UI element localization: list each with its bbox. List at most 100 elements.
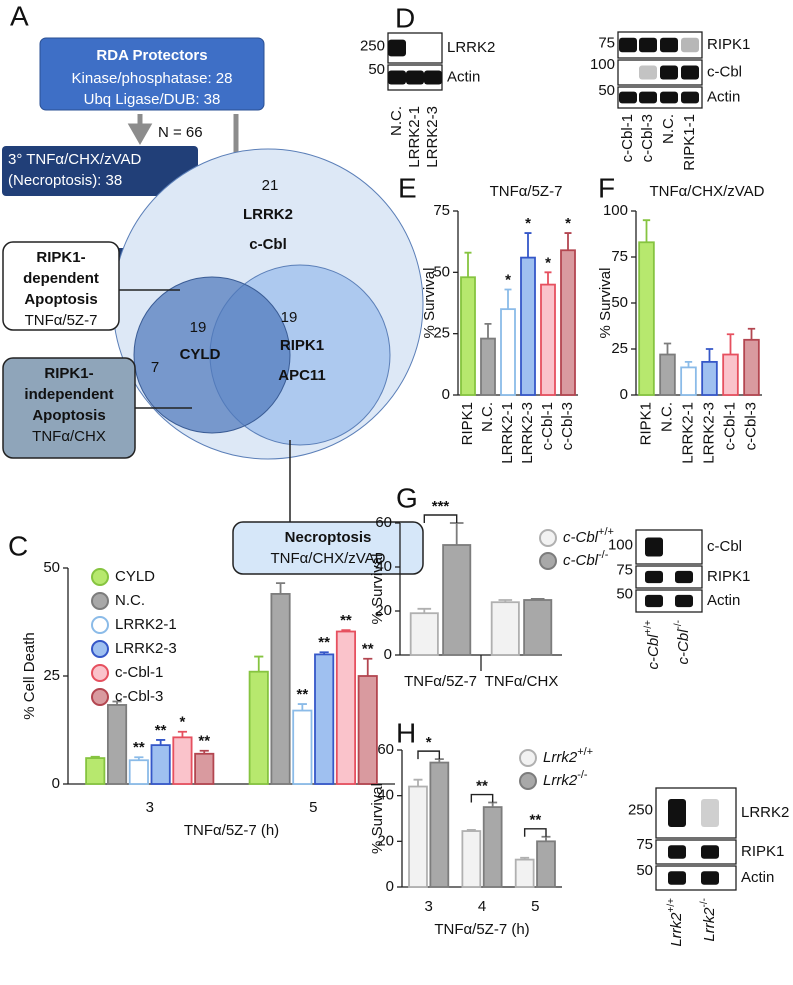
legend-name: LRRK2-3 — [115, 640, 177, 657]
set-box — [2, 241, 120, 331]
legend-label: Lrrk2-/- — [543, 769, 588, 789]
lane-label: LRRK2-1 — [406, 106, 423, 168]
blot-band — [639, 65, 657, 80]
blot-band — [639, 37, 657, 53]
set-name: independent — [24, 386, 113, 403]
bar — [500, 308, 516, 396]
set-treatment: TNFα/5Z-7 — [25, 312, 98, 329]
error-bar — [134, 756, 144, 761]
region-gene: CYLD — [180, 346, 221, 363]
set-name: Necroptosis — [285, 529, 372, 546]
bar — [523, 599, 553, 656]
legend-name: Lrrk2 — [543, 749, 578, 766]
bar — [490, 601, 520, 656]
error-bar — [530, 598, 545, 600]
x-tick-label: 3 — [146, 799, 154, 816]
legend-swatch — [91, 664, 109, 682]
lane-label: N.C. — [660, 114, 677, 144]
y-tick-label: 50 — [43, 559, 60, 576]
y-tick-label: 0 — [52, 775, 60, 792]
set-box — [232, 521, 424, 575]
x-axis-label: TNFα/5Z-7 (h) — [434, 921, 529, 938]
set-name: RIPK1- — [44, 365, 93, 382]
lane-label: N.C. — [388, 106, 405, 136]
bar — [409, 612, 439, 656]
legend-name: Lrrk2 — [543, 772, 578, 789]
protein-label: Actin — [707, 592, 740, 609]
significance-bracket — [423, 514, 458, 523]
legend-swatch — [519, 749, 537, 767]
error-bar — [275, 582, 286, 594]
bar — [480, 337, 496, 396]
x-tick-label: c-Cbl-3 — [742, 402, 759, 450]
error-bar — [466, 829, 476, 832]
arrow-label: N = 66 — [158, 124, 203, 141]
panel-label: D — [395, 2, 415, 33]
bar — [270, 593, 291, 785]
chart-title: TNFα/CHX/zVAD — [649, 183, 764, 200]
error-bar — [520, 856, 530, 860]
lane-label: c-Cbl-3 — [639, 114, 656, 162]
bar — [150, 744, 171, 785]
significance: ** — [476, 777, 488, 794]
blot-band — [681, 65, 699, 80]
blot-band — [619, 91, 637, 104]
blot-band — [675, 594, 693, 608]
error-bar — [488, 801, 498, 808]
lane-gene: c-Cbl — [645, 634, 662, 670]
error-bar — [524, 232, 532, 258]
significance: * — [545, 254, 551, 271]
set-treatment: TNFα/CHX/zVAD — [270, 550, 385, 567]
significance: *** — [432, 498, 450, 515]
set-name: RIPK1- — [36, 249, 85, 266]
legend-swatch — [91, 592, 109, 610]
significance-bracket — [470, 793, 494, 803]
x-tick-label: RIPK1 — [459, 402, 476, 445]
y-tick-label: 75 — [611, 248, 628, 265]
x-tick-label: c-Cbl-3 — [559, 402, 576, 450]
region-count: 7 — [151, 359, 159, 376]
x-tick-label: TNFα/5Z-7 — [404, 673, 477, 690]
significance: * — [180, 714, 186, 731]
legend-swatch — [91, 688, 109, 706]
x-tick-label: RIPK1 — [637, 402, 654, 445]
box-text: (Necroptosis): 38 — [8, 172, 122, 189]
legend-label: LRRK2-1 — [115, 616, 177, 633]
x-tick-label: LRRK2-3 — [700, 402, 717, 464]
lane-label: Lrrk2-/- — [699, 898, 718, 942]
arrow — [127, 114, 153, 146]
significance-bracket — [523, 828, 547, 837]
blot-band — [639, 91, 657, 104]
error-bar — [417, 607, 432, 614]
legend-genotype: -/- — [577, 769, 588, 781]
lane-gene: c-Cbl — [675, 629, 692, 665]
y-tick-label: 25 — [611, 340, 628, 357]
y-axis-label: % Survival — [421, 268, 438, 339]
mw-marker: 50 — [636, 862, 653, 879]
error-bar — [319, 651, 329, 655]
error-bar — [684, 360, 693, 368]
mw-marker: 75 — [598, 35, 615, 52]
bar — [460, 276, 476, 396]
legend-swatch — [539, 552, 557, 570]
legend-label: Lrrk2+/+ — [543, 746, 593, 766]
blot-band — [406, 70, 424, 85]
legend-name: N.C. — [115, 592, 145, 609]
bar — [701, 360, 718, 396]
legend-label: CYLD — [115, 568, 155, 585]
bar — [743, 338, 760, 396]
legend-genotype: +/+ — [577, 746, 593, 758]
box-text: Kinase/phosphatase: 28 — [72, 70, 233, 87]
lane-label: c-Cbl+/+ — [643, 620, 662, 670]
y-tick-label: 0 — [386, 878, 394, 895]
mw-marker: 50 — [368, 61, 385, 78]
blot-band — [645, 570, 663, 584]
blot-band — [424, 70, 442, 85]
legend-swatch — [91, 640, 109, 658]
box-title: RDA Protectors — [96, 47, 207, 64]
panel-label: C — [8, 530, 28, 561]
x-tick-label: LRRK2-3 — [519, 402, 536, 464]
chart-title: TNFα/5Z-7 — [490, 183, 563, 200]
region-gene: LRRK2 — [243, 206, 293, 223]
set-treatment: TNFα/CHX — [32, 428, 106, 445]
